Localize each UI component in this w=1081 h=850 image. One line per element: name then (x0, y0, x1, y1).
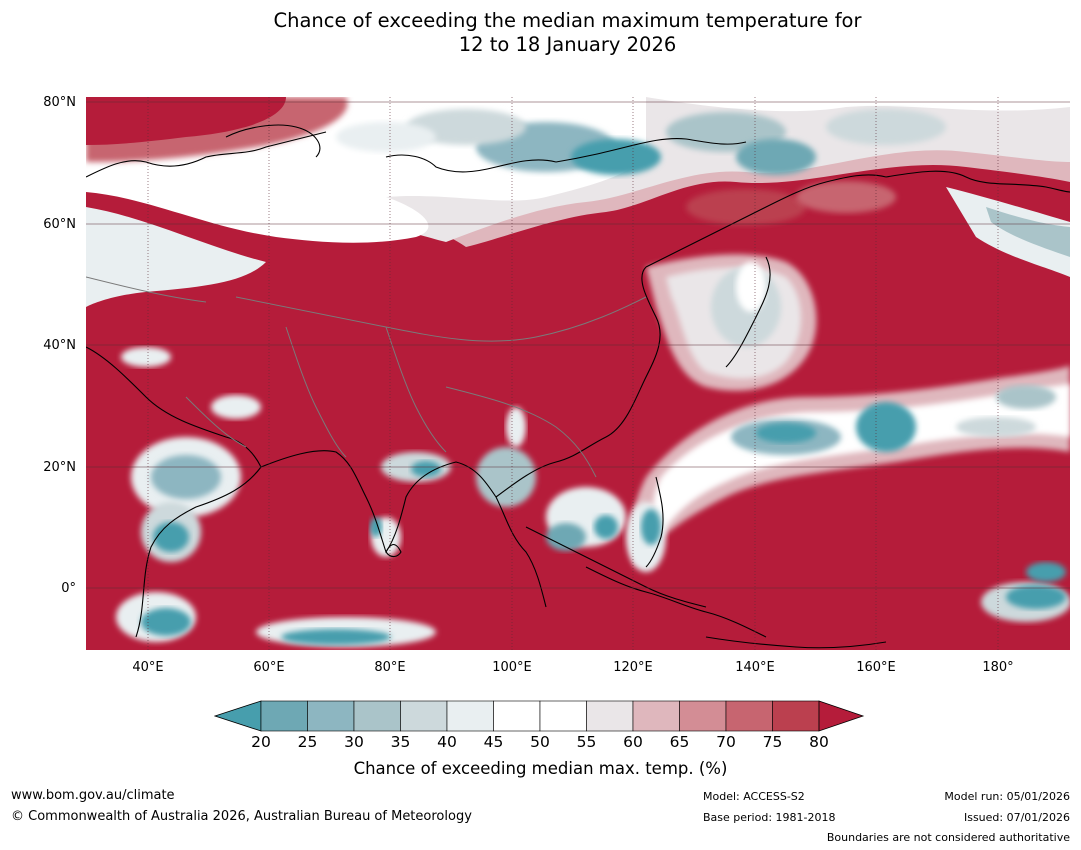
arabia-africa-cool-spots (116, 347, 1070, 647)
colorbar-label: Chance of exceeding median max. temp. (%… (353, 759, 728, 778)
footer-copyright: © Commonwealth of Australia 2026, Austra… (11, 809, 472, 824)
colorbar (214, 700, 865, 732)
probability-map (86, 97, 1070, 650)
colorbar-tick-label: 60 (623, 733, 643, 751)
south-asia-cool-spots (370, 407, 666, 572)
lon-label-40e: 40°E (132, 660, 164, 675)
pacific-neutral-band (630, 365, 1070, 567)
colorbar-cell (353, 700, 401, 732)
colorbar-cell (539, 700, 587, 732)
colorbar-cells (214, 700, 865, 732)
scandinavia-warm-patch (86, 97, 896, 225)
colorbar-extend-high (818, 700, 865, 732)
lon-label-100e: 100°E (492, 660, 532, 675)
footer-url[interactable]: www.bom.gov.au/climate (11, 788, 175, 803)
lon-label-60e: 60°E (253, 660, 285, 675)
lon-label-80e: 80°E (374, 660, 406, 675)
lon-label-160e: 160°E (856, 660, 896, 675)
country-borders (86, 276, 647, 478)
colorbar-tick-label: 75 (762, 733, 783, 751)
colorbar-cell (679, 700, 727, 732)
colorbar-tick-label: 50 (530, 733, 550, 751)
colorbar-tick-label: 30 (344, 733, 364, 751)
lat-label-80n: 80°N (43, 95, 76, 110)
lon-label-180: 180° (982, 660, 1014, 675)
lon-label-120e: 120°E (613, 660, 653, 675)
lon-label-140e: 140°E (735, 660, 775, 675)
colorbar-cell (446, 700, 494, 732)
colorbar-tick-label: 35 (390, 733, 411, 751)
colorbar-tick-label: 40 (437, 733, 457, 751)
colorbar-cell (307, 700, 355, 732)
east-asia-neutral-zone (646, 254, 817, 391)
colorbar-cell (725, 700, 773, 732)
lat-label-40n: 40°N (43, 338, 76, 353)
colorbar-extend-low (214, 700, 262, 732)
footer-disclaimer: Boundaries are not considered authoritat… (826, 831, 1070, 844)
graticule (86, 97, 1070, 650)
coastlines (86, 124, 1070, 649)
colorbar-cell (400, 700, 448, 732)
title-line-2: 12 to 18 January 2026 (458, 33, 677, 56)
footer-base-period: Base period: 1981-2018 (703, 811, 836, 824)
lat-label-60n: 60°N (43, 217, 76, 232)
chart-title: Chance of exceeding the median maximum t… (0, 9, 1081, 57)
colorbar-cell (586, 700, 634, 732)
footer-model-run: Model run: 05/01/2026 (944, 790, 1070, 803)
lat-label-20n: 20°N (43, 460, 76, 475)
colorbar-cell (493, 700, 541, 732)
colorbar-tick-label: 45 (483, 733, 504, 751)
colorbar-tick-label: 80 (809, 733, 829, 751)
lat-label-0: 0° (61, 581, 76, 596)
northern-cool-anomalies (336, 109, 946, 175)
title-line-1: Chance of exceeding the median maximum t… (273, 9, 862, 32)
footer-model: Model: ACCESS-S2 (703, 790, 805, 803)
footer-issued: Issued: 07/01/2026 (963, 811, 1070, 824)
colorbar-tick-label: 55 (576, 733, 597, 751)
colorbar-tick-label: 65 (669, 733, 690, 751)
colorbar-cell (260, 700, 308, 732)
colorbar-tick-label: 20 (251, 733, 271, 751)
colorbar-cell (772, 700, 820, 732)
colorbar-tick-label: 25 (297, 733, 318, 751)
colorbar-tick-label: 70 (716, 733, 736, 751)
colorbar-cell (632, 700, 680, 732)
